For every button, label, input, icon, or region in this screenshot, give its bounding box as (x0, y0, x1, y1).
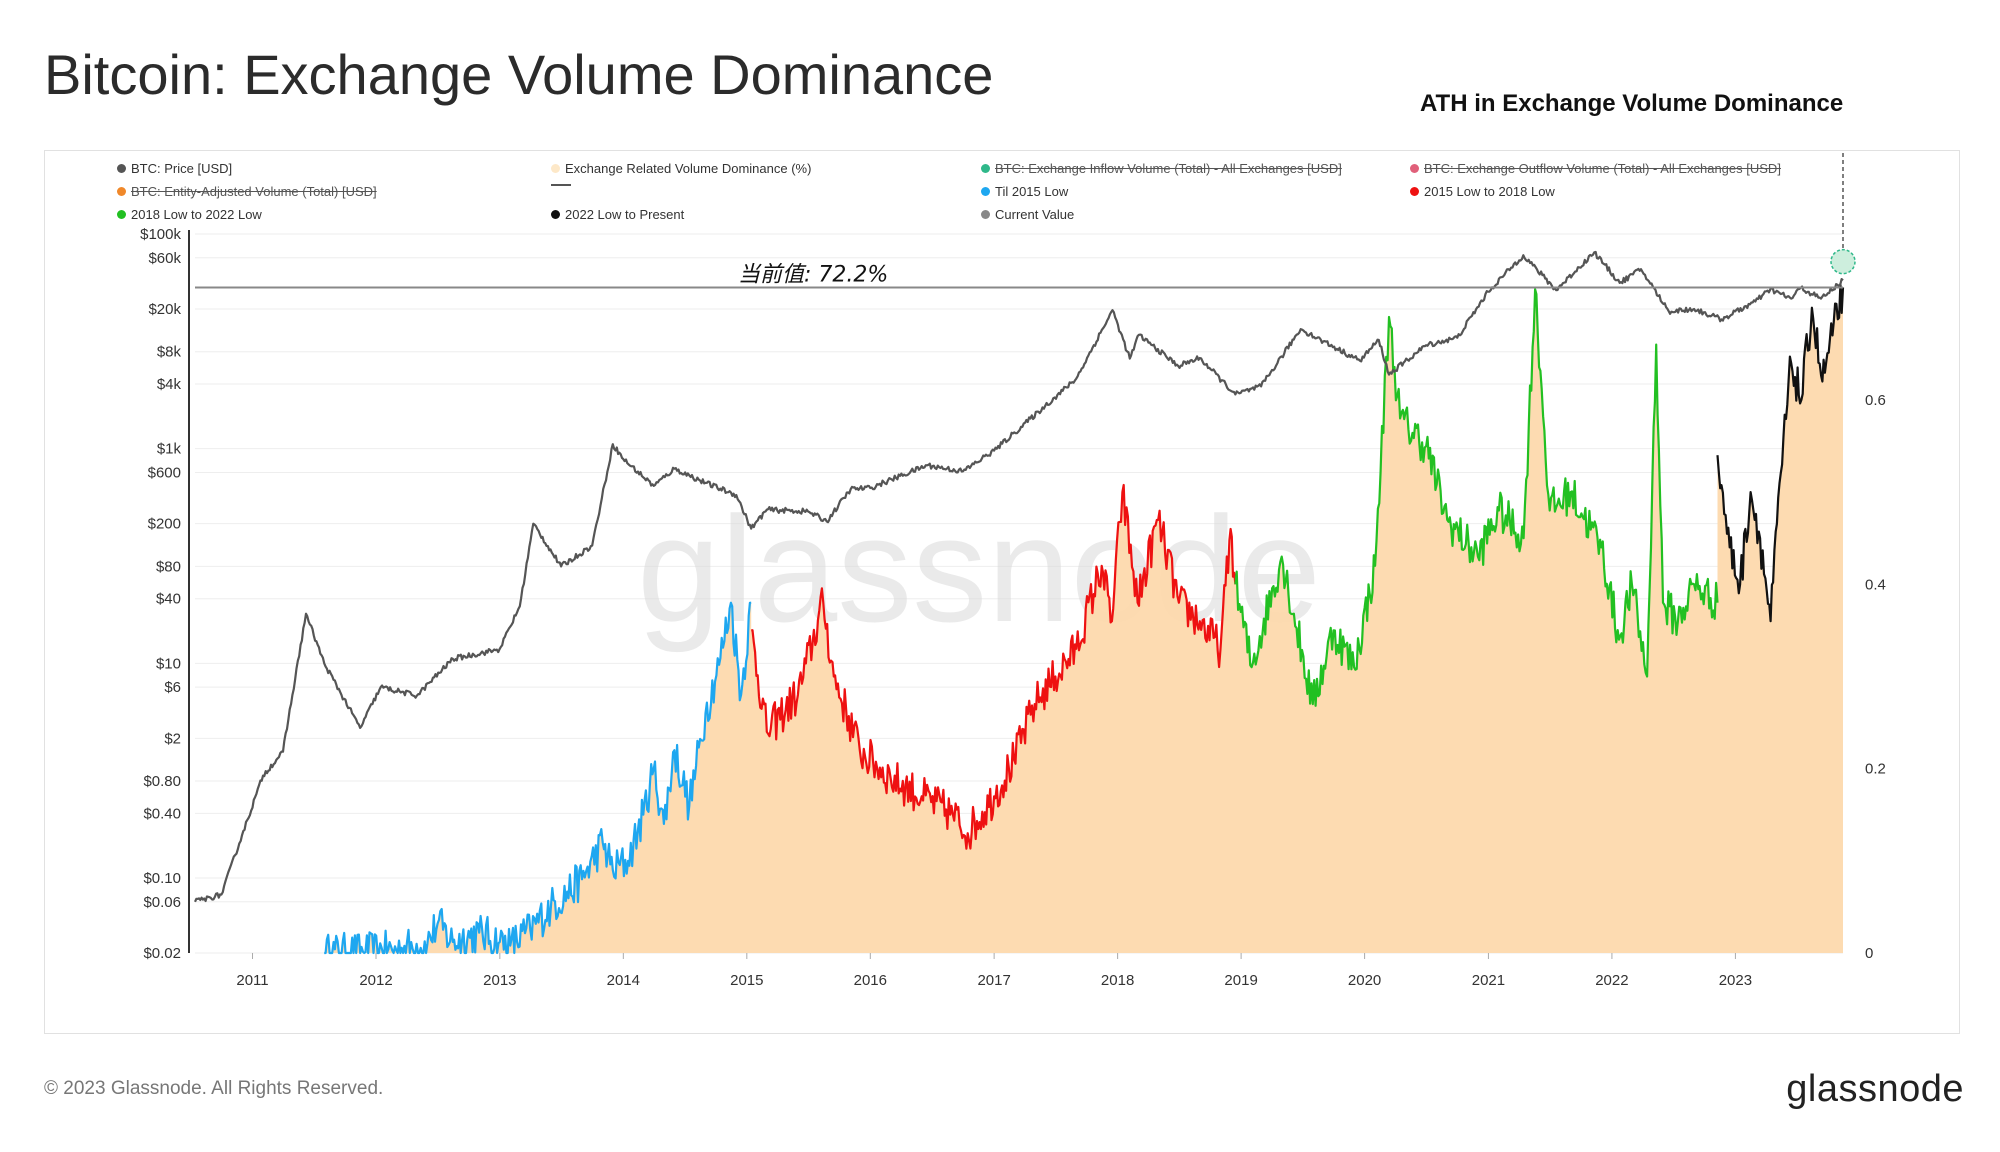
legend-label: 2015 Low to 2018 Low (1424, 184, 1555, 199)
legend-label: BTC: Price [USD] (131, 161, 233, 176)
legend-dot-icon (117, 164, 126, 173)
footer-logo: glassnode (1786, 1068, 1964, 1110)
y-left-tick-label: $40 (156, 591, 181, 608)
legend-item[interactable]: Til 2015 Low (981, 184, 1068, 199)
page-title: Bitcoin: Exchange Volume Dominance (44, 43, 994, 106)
ath-annotation: ATH in Exchange Volume Dominance (1420, 90, 1844, 117)
legend-item[interactable] (551, 184, 576, 186)
legend-item[interactable]: BTC: Exchange Outflow Volume (Total) - A… (1410, 161, 1781, 176)
legend-dot-icon (551, 210, 560, 219)
legend-line-icon (551, 184, 571, 186)
x-tick-label: 2011 (236, 972, 268, 989)
x-tick-label: 2022 (1595, 972, 1628, 989)
x-tick-label: 2021 (1472, 972, 1505, 989)
legend-label: Til 2015 Low (995, 184, 1069, 199)
y-left-tick-label: $0.10 (143, 870, 181, 887)
y-left-tick-label: $8k (157, 344, 182, 361)
legend-label: 2022 Low to Present (565, 207, 685, 222)
legend-item[interactable]: 2015 Low to 2018 Low (1410, 184, 1555, 199)
watermark: glassnode (637, 485, 1321, 653)
y-left-tick-label: $1k (157, 441, 182, 458)
legend-label: BTC: Exchange Inflow Volume (Total) - Al… (995, 161, 1342, 176)
legend-item[interactable]: BTC: Exchange Inflow Volume (Total) - Al… (981, 161, 1342, 176)
x-tick-label: 2017 (977, 972, 1010, 989)
legend-item[interactable]: Current Value (981, 207, 1074, 222)
legend-dot-icon (117, 187, 126, 196)
legend-label: Exchange Related Volume Dominance (%) (565, 161, 812, 176)
y-left-tick-label: $200 (148, 516, 181, 533)
y-left-tick-label: $10 (156, 655, 181, 672)
current-value-label: 当前值: 72.2% (738, 262, 888, 287)
legend-dot-icon (1410, 164, 1419, 173)
y-left-tick-label: $20k (148, 301, 181, 318)
y-right-tick-label: 0.6 (1865, 392, 1886, 409)
y-right-tick-label: 0.2 (1865, 761, 1886, 778)
x-tick-label: 2018 (1101, 972, 1134, 989)
legend-dot-icon (981, 210, 990, 219)
y-left-tick-label: $100k (140, 226, 181, 243)
y-left-tick-label: $2 (164, 730, 181, 747)
legend-item[interactable]: BTC: Price [USD] (117, 161, 232, 176)
legend-dot-icon (981, 187, 990, 196)
ath-marker (1830, 248, 1856, 275)
dominance-series-line (324, 601, 752, 955)
legend-item[interactable]: Exchange Related Volume Dominance (%) (551, 161, 811, 176)
legend-dot-icon (117, 210, 126, 219)
dominance-series-line (1716, 282, 1845, 623)
chart-canvas: glassnode 当前值: 72.2% $100k $60k $20k $8k $4k $1… (140, 151, 1886, 989)
y-left-tick-label: $6 (164, 679, 181, 696)
legend-label: BTC: Entity-Adjusted Volume (Total) [USD… (131, 184, 377, 199)
legend-item[interactable]: BTC: Entity-Adjusted Volume (Total) [USD… (117, 184, 377, 199)
legend-dot-icon (551, 164, 560, 173)
legend-item[interactable]: 2022 Low to Present (551, 207, 684, 222)
x-tick-label: 2015 (730, 972, 763, 989)
legend-label: Current Value (995, 207, 1075, 222)
price-line (193, 250, 1844, 903)
y-left-tick-label: $0.06 (143, 894, 181, 911)
x-tick-label: 2020 (1348, 972, 1381, 989)
y-left-tick-label: $60k (148, 250, 181, 267)
y-right-tick-label: 0 (1865, 945, 1873, 962)
dominance-series-line (1234, 288, 1719, 707)
footer-copyright: © 2023 Glassnode. All Rights Reserved. (44, 1078, 384, 1099)
y-left-tick-label: $0.02 (143, 945, 181, 962)
legend-dot-icon (1410, 187, 1419, 196)
y-left-tick-label: $0.40 (143, 805, 181, 822)
x-tick-label: 2016 (854, 972, 887, 989)
x-tick-label: 2014 (607, 972, 640, 989)
x-tick-label: 2019 (1224, 972, 1257, 989)
y-right-tick-label: 0.4 (1865, 576, 1886, 593)
x-tick-label: 2013 (483, 972, 516, 989)
y-left-tick-label: $600 (148, 464, 181, 481)
y-left-tick-label: $0.80 (143, 773, 181, 790)
dominance-series-line (751, 483, 1237, 850)
legend-item[interactable]: 2018 Low to 2022 Low (117, 207, 262, 222)
ath-leader-line (1842, 151, 1844, 250)
dominance-area (324, 283, 1844, 953)
legend-label: 2018 Low to 2022 Low (131, 207, 262, 222)
x-tick-label: 2012 (359, 972, 392, 989)
chart-frame: BTC: Price [USD] Exchange Related Volume … (44, 150, 1960, 1034)
y-left-tick-label: $4k (157, 376, 182, 393)
y-left-tick-label: $80 (156, 558, 181, 575)
legend-label: BTC: Exchange Outflow Volume (Total) - A… (1424, 161, 1781, 176)
legend-dot-icon (981, 164, 990, 173)
x-tick-label: 2023 (1719, 972, 1752, 989)
